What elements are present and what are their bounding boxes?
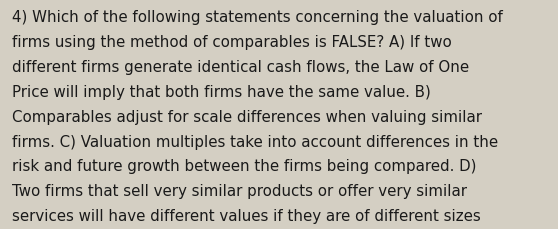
Text: firms using the method of comparables is FALSE? A) If two: firms using the method of comparables is… xyxy=(12,35,452,50)
Text: Price will imply that both firms have the same value. B): Price will imply that both firms have th… xyxy=(12,85,431,99)
Text: Comparables adjust for scale differences when valuing similar: Comparables adjust for scale differences… xyxy=(12,109,482,124)
Text: 4) Which of the following statements concerning the valuation of: 4) Which of the following statements con… xyxy=(12,10,503,25)
Text: firms. C) Valuation multiples take into account differences in the: firms. C) Valuation multiples take into … xyxy=(12,134,498,149)
Text: risk and future growth between the firms being compared. D): risk and future growth between the firms… xyxy=(12,159,477,174)
Text: services will have different values if they are of different sizes: services will have different values if t… xyxy=(12,208,481,223)
Text: Two firms that sell very similar products or offer very similar: Two firms that sell very similar product… xyxy=(12,183,467,198)
Text: different firms generate identical cash flows, the Law of One: different firms generate identical cash … xyxy=(12,60,469,75)
